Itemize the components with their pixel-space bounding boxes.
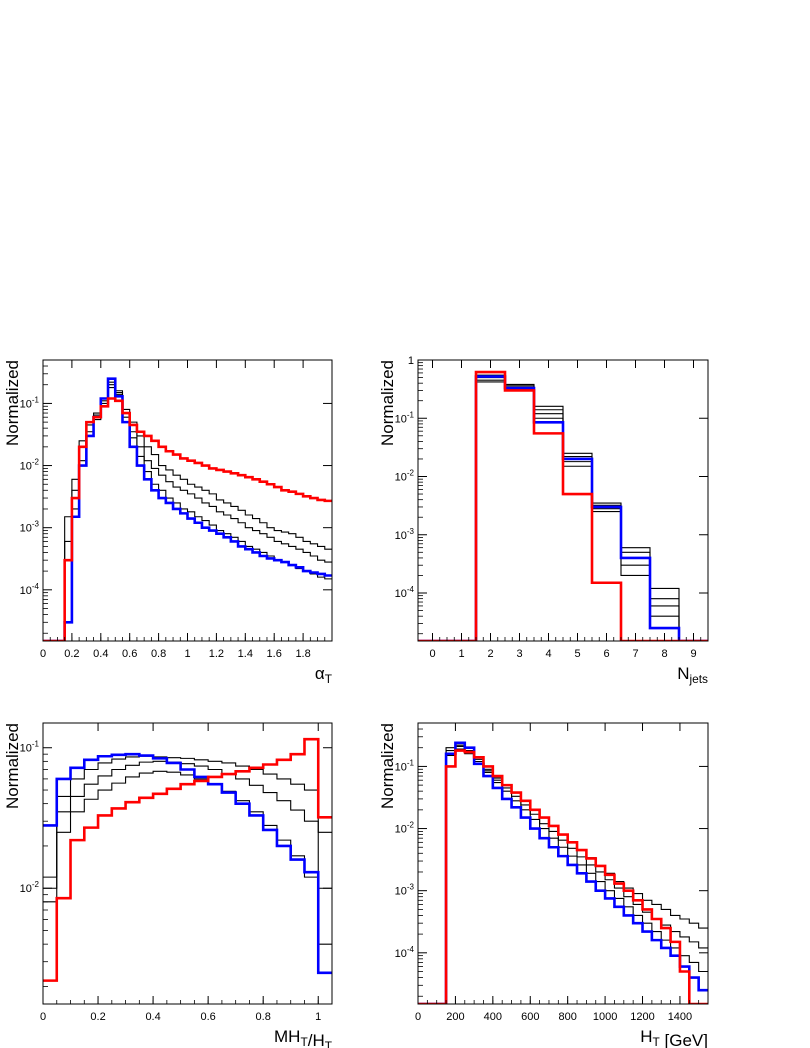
histogram-black-2 <box>43 770 332 945</box>
plot-frame <box>417 722 709 1005</box>
x-tick-label: 0.2 <box>90 1011 105 1023</box>
x-tick-label: 1.6 <box>267 648 282 660</box>
x-tick-label: 1000 <box>593 1011 617 1023</box>
histogram-black-1 <box>43 760 332 889</box>
x-tick-label: 0.8 <box>256 1011 271 1023</box>
x-tick-label: 1400 <box>668 1011 692 1023</box>
y-tick-label: 10-1 <box>20 740 40 755</box>
plot-frame <box>42 722 333 1005</box>
chart-panel-mht_ht: 0 0.2 0.4 0.6 0.8 1 10-2 10-1 MHT/HT Normalized <box>3 722 333 1048</box>
chart-panel-alphaT: 0 0.2 0.4 0.6 0.8 1 1.2 1.4 1.6 1.8 10-4 10-3 10-2 10… <box>3 359 333 686</box>
y-tick-label: 10-1 <box>20 395 40 410</box>
x-tick-label: 6 <box>603 648 609 660</box>
y-tick-label: 10-2 <box>20 880 40 895</box>
y-axis-label: Normalized <box>378 723 397 809</box>
x-tick-label: 200 <box>446 1011 464 1023</box>
y-tick-label: 10-4 <box>20 582 40 597</box>
x-tick-label: 7 <box>632 648 638 660</box>
x-axis-label: MHT/HT <box>274 1027 332 1048</box>
y-tick-label: 10-2 <box>395 821 415 836</box>
y-tick-label: 10-3 <box>395 883 415 898</box>
y-tick-label: 10-3 <box>395 527 415 542</box>
x-tick-label: 0 <box>40 648 46 660</box>
chart-panel-njets: 0 1 2 3 4 5 6 7 8 9 10-4 10-3 10-2 10-1 1 Njets Normaliz… <box>378 355 709 686</box>
x-tick-label: 1 <box>315 1011 321 1023</box>
x-tick-label: 8 <box>661 648 667 660</box>
x-tick-label: 9 <box>690 648 696 660</box>
y-tick-label: 10-2 <box>395 469 415 484</box>
x-axis-label: Njets <box>677 664 708 686</box>
chart-panels: 0 0.2 0.4 0.6 0.8 1 1.2 1.4 1.6 1.810-410-310-210… <box>3 355 709 1048</box>
x-tick-label: 400 <box>484 1011 502 1023</box>
y-tick-label: 10-3 <box>20 520 40 535</box>
x-tick-label: 1.4 <box>238 648 253 660</box>
y-tick-label: 10-1 <box>395 410 415 425</box>
histogram-blue-3 <box>43 752 332 975</box>
x-tick-label: 0.6 <box>200 1011 215 1023</box>
x-tick-label: 0.2 <box>64 648 79 660</box>
y-axis-label: Normalized <box>378 360 397 446</box>
histogram-red-4 <box>43 397 332 641</box>
y-tick-label: 10-4 <box>395 585 415 600</box>
x-tick-label: 4 <box>545 648 551 660</box>
histogram-red-4 <box>418 749 708 1004</box>
y-axis-label: Normalized <box>3 360 22 446</box>
x-axis-label: HT [GeV] <box>640 1027 708 1048</box>
histogram-blue-3 <box>418 741 708 1004</box>
x-tick-label: 1.2 <box>209 648 224 660</box>
x-tick-label: 1 <box>458 648 464 660</box>
x-tick-label: 5 <box>574 648 580 660</box>
x-tick-label: 600 <box>521 1011 539 1023</box>
y-tick-label: 1 <box>408 355 414 367</box>
x-tick-label: 0.6 <box>122 648 137 660</box>
y-tick-label: 10-1 <box>395 758 415 773</box>
x-tick-label: 0.4 <box>93 648 108 660</box>
x-tick-label: 0.8 <box>151 648 166 660</box>
x-tick-label: 0.4 <box>145 1011 160 1023</box>
x-tick-label: 800 <box>558 1011 576 1023</box>
x-axis-label: αT <box>315 664 332 686</box>
histogram-red-4 <box>43 737 332 982</box>
y-tick-label: 10-2 <box>20 458 40 473</box>
y-tick-label: 10-4 <box>395 945 415 960</box>
chart-panel-ht: 0 200 400 600 800 1000 1200 1400 10-4 10-3 10-2 10-… <box>378 722 709 1048</box>
x-tick-label: 0 <box>415 1011 421 1023</box>
x-tick-label: 1.8 <box>295 648 310 660</box>
histogram-black-0 <box>43 755 332 878</box>
x-tick-label: 0 <box>40 1011 46 1023</box>
x-tick-label: 3 <box>516 648 522 660</box>
x-tick-label: 1 <box>184 648 190 660</box>
x-tick-label: 1200 <box>630 1011 654 1023</box>
x-tick-label: 2 <box>487 648 493 660</box>
histogram-red-5 <box>418 370 708 641</box>
x-tick-label: 0 <box>429 648 435 660</box>
y-axis-label: Normalized <box>3 723 22 809</box>
